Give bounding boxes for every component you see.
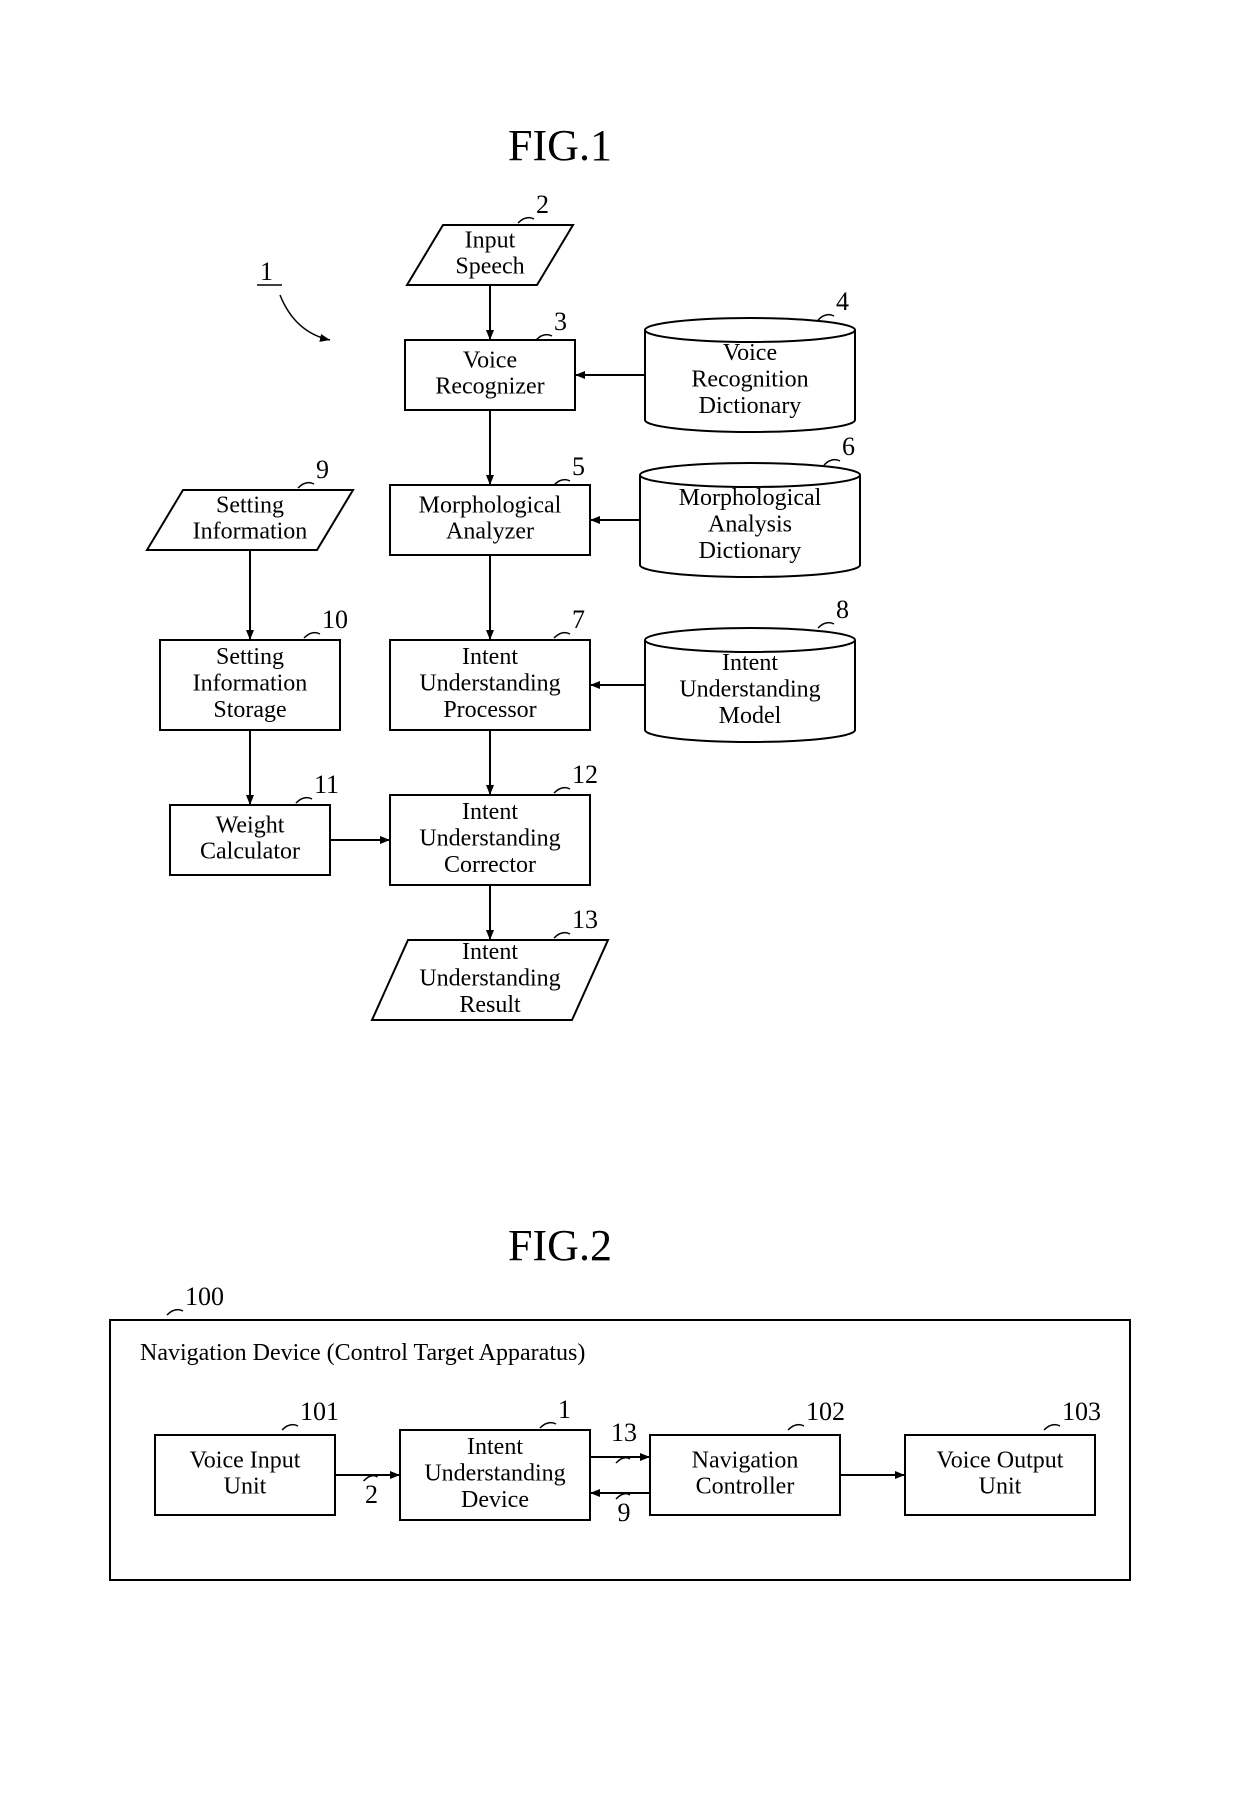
svg-text:Dictionary: Dictionary [699, 538, 802, 564]
svg-text:9: 9 [618, 1498, 631, 1527]
svg-text:Understanding: Understanding [419, 671, 560, 697]
svg-text:Recognizer: Recognizer [435, 374, 544, 400]
svg-text:100: 100 [185, 1282, 224, 1311]
svg-text:Understanding: Understanding [679, 677, 820, 703]
svg-text:Setting: Setting [216, 644, 284, 670]
svg-text:9: 9 [316, 455, 329, 484]
svg-text:13: 13 [611, 1418, 637, 1447]
svg-text:1: 1 [558, 1395, 571, 1424]
svg-text:Intent: Intent [467, 1434, 523, 1460]
svg-text:Setting: Setting [216, 492, 284, 518]
svg-text:Corrector: Corrector [444, 852, 536, 878]
svg-text:Voice: Voice [723, 340, 777, 366]
svg-text:Device: Device [461, 1487, 529, 1513]
svg-text:Controller: Controller [696, 1474, 795, 1500]
svg-text:Morphological: Morphological [679, 485, 822, 511]
svg-text:Input: Input [465, 227, 516, 253]
svg-text:Navigation Device (Control Tar: Navigation Device (Control Target Appara… [140, 1340, 585, 1366]
svg-text:7: 7 [572, 605, 585, 634]
svg-text:Information: Information [193, 671, 308, 697]
svg-text:Intent: Intent [462, 939, 518, 965]
svg-text:2: 2 [365, 1480, 378, 1509]
svg-text:Intent: Intent [462, 644, 518, 670]
svg-text:13: 13 [572, 905, 598, 934]
svg-text:Unit: Unit [979, 1474, 1022, 1500]
svg-text:Result: Result [459, 992, 521, 1018]
svg-text:2: 2 [536, 190, 549, 219]
svg-text:103: 103 [1062, 1397, 1101, 1426]
svg-text:Intent: Intent [462, 799, 518, 825]
svg-text:Information: Information [193, 519, 308, 545]
fig1-title: FIG.1 [508, 121, 612, 170]
svg-text:12: 12 [572, 760, 598, 789]
svg-text:Voice: Voice [463, 347, 517, 373]
svg-text:Voice Output: Voice Output [937, 1447, 1064, 1473]
fig2-title: FIG.2 [508, 1221, 612, 1270]
svg-text:Model: Model [719, 703, 782, 729]
svg-text:Voice Input: Voice Input [190, 1447, 301, 1473]
svg-text:5: 5 [572, 452, 585, 481]
svg-text:Analyzer: Analyzer [446, 519, 534, 545]
svg-text:6: 6 [842, 432, 855, 461]
svg-text:Unit: Unit [224, 1474, 267, 1500]
svg-text:Morphological: Morphological [419, 492, 562, 518]
svg-text:102: 102 [806, 1397, 845, 1426]
svg-text:Understanding: Understanding [424, 1461, 565, 1487]
svg-text:Weight: Weight [216, 812, 285, 838]
svg-text:11: 11 [314, 770, 339, 799]
svg-text:Understanding: Understanding [419, 826, 560, 852]
svg-text:1: 1 [260, 257, 273, 286]
svg-text:10: 10 [322, 605, 348, 634]
svg-text:Intent: Intent [722, 650, 778, 676]
svg-text:3: 3 [554, 307, 567, 336]
svg-text:8: 8 [836, 595, 849, 624]
svg-text:4: 4 [836, 287, 849, 316]
svg-text:Processor: Processor [443, 697, 536, 723]
svg-text:Navigation: Navigation [692, 1447, 799, 1473]
svg-text:Recognition: Recognition [691, 367, 808, 393]
svg-text:101: 101 [300, 1397, 339, 1426]
svg-text:Storage: Storage [213, 697, 286, 723]
svg-text:Analysis: Analysis [708, 512, 792, 538]
svg-text:Dictionary: Dictionary [699, 393, 802, 419]
svg-text:Speech: Speech [455, 254, 524, 280]
svg-text:Understanding: Understanding [419, 966, 560, 992]
svg-text:Calculator: Calculator [200, 839, 300, 865]
